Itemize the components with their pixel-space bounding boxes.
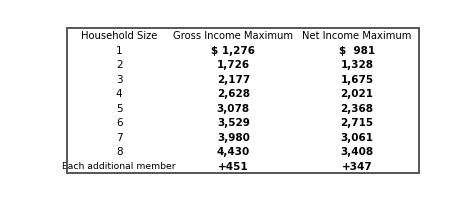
Bar	[296, 43, 419, 58]
Bar	[171, 159, 296, 173]
Text: Each additional member: Each additional member	[62, 162, 176, 171]
Text: 1,675: 1,675	[340, 74, 374, 84]
Text: 2,021: 2,021	[340, 89, 374, 99]
Text: 6: 6	[116, 118, 122, 128]
Text: 3,408: 3,408	[340, 147, 374, 157]
Text: Gross Income Maximum: Gross Income Maximum	[173, 31, 293, 41]
Bar	[67, 144, 171, 159]
Text: 1,726: 1,726	[217, 60, 250, 70]
Text: $  981: $ 981	[339, 45, 375, 55]
Text: 2: 2	[116, 60, 122, 70]
Bar	[67, 115, 171, 130]
Bar	[171, 144, 296, 159]
Bar	[171, 72, 296, 87]
Bar	[67, 87, 171, 101]
Text: 4,430: 4,430	[217, 147, 250, 157]
Text: 3: 3	[116, 74, 122, 84]
Bar	[296, 101, 419, 115]
Text: 3,529: 3,529	[217, 118, 250, 128]
Bar	[296, 159, 419, 173]
Text: 5: 5	[116, 103, 122, 113]
Text: +451: +451	[218, 161, 248, 171]
Bar	[171, 130, 296, 144]
Bar	[296, 29, 419, 43]
Text: 2,177: 2,177	[217, 74, 250, 84]
Bar	[171, 101, 296, 115]
Text: 3,980: 3,980	[217, 132, 250, 142]
Text: 8: 8	[116, 147, 122, 157]
Bar	[67, 43, 171, 58]
Bar	[171, 43, 296, 58]
Text: 2,368: 2,368	[340, 103, 374, 113]
Text: 1: 1	[116, 45, 122, 55]
Bar	[67, 29, 171, 43]
Text: 3,078: 3,078	[217, 103, 250, 113]
Text: +347: +347	[342, 161, 373, 171]
Bar	[171, 58, 296, 72]
Text: 3,061: 3,061	[340, 132, 374, 142]
Bar	[171, 115, 296, 130]
Bar	[296, 115, 419, 130]
Bar	[296, 58, 419, 72]
Bar	[67, 72, 171, 87]
Text: 2,628: 2,628	[217, 89, 250, 99]
Bar	[296, 130, 419, 144]
Bar	[171, 87, 296, 101]
Bar	[171, 29, 296, 43]
Bar	[296, 144, 419, 159]
Text: Net Income Maximum: Net Income Maximum	[302, 31, 412, 41]
Bar	[296, 72, 419, 87]
Bar	[67, 159, 171, 173]
Bar	[67, 58, 171, 72]
Bar	[67, 130, 171, 144]
Text: 4: 4	[116, 89, 122, 99]
Text: 2,715: 2,715	[340, 118, 374, 128]
Bar	[67, 101, 171, 115]
Text: $ 1,276: $ 1,276	[211, 45, 255, 55]
Text: Household Size: Household Size	[81, 31, 157, 41]
Bar	[296, 87, 419, 101]
Text: 7: 7	[116, 132, 122, 142]
Text: 1,328: 1,328	[340, 60, 374, 70]
